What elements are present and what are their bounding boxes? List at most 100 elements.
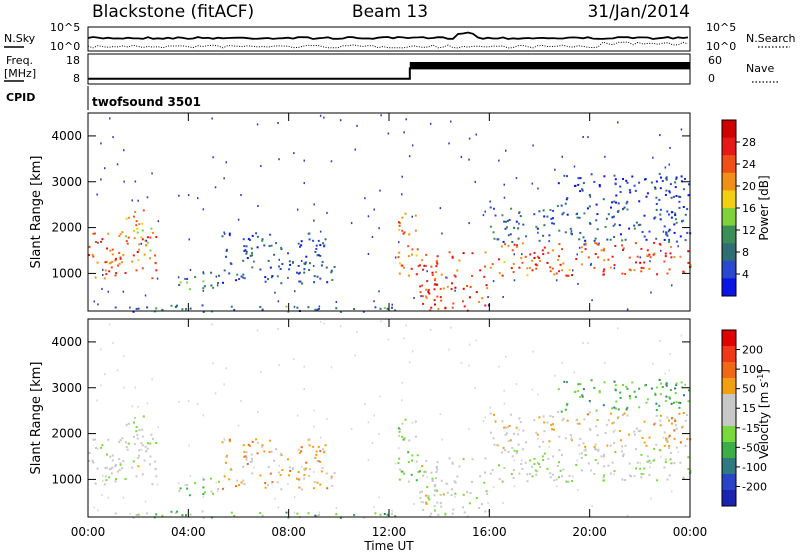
- power-cell: [245, 252, 248, 255]
- power-cell: [625, 202, 628, 205]
- velocity-cell: [525, 441, 528, 444]
- power-cell: [245, 250, 248, 253]
- power-cell: [671, 284, 673, 287]
- power-cell: [469, 286, 472, 288]
- velocity-cell: [100, 348, 102, 351]
- velocity-cell: [141, 428, 144, 431]
- power-cell: [580, 246, 583, 249]
- velocity-cell: [122, 460, 125, 463]
- velocity-cell: [316, 460, 319, 463]
- power-cell: [669, 246, 672, 248]
- velocity-cell: [565, 404, 568, 407]
- x-tick-label: 20:00: [572, 525, 607, 539]
- velocity-cell: [562, 417, 565, 420]
- power-cell: [125, 240, 128, 243]
- velocity-cell: [648, 473, 651, 476]
- power-cell: [313, 203, 315, 206]
- power-cell: [633, 269, 636, 272]
- power-cell: [308, 232, 311, 235]
- velocity-cell: [610, 412, 612, 415]
- power-cell: [515, 220, 518, 223]
- power-cell: [552, 249, 555, 252]
- velocity-cell: [687, 467, 690, 470]
- power-cell: [93, 300, 95, 303]
- velocity-cell: [253, 466, 255, 469]
- power-cell: [155, 269, 158, 272]
- velocity-colorbar-label: -50: [742, 441, 760, 454]
- power-cell: [296, 208, 299, 211]
- power-cell: [598, 185, 601, 188]
- velocity-cell: [556, 485, 558, 488]
- velocity-cell: [275, 448, 278, 451]
- velocity-cell: [267, 465, 270, 468]
- velocity-cell: [607, 464, 610, 467]
- velocity-cell: [436, 461, 439, 464]
- power-cell: [610, 206, 612, 209]
- power-cell: [471, 274, 473, 277]
- power-colorbar-label: 20: [742, 180, 756, 193]
- power-cell: [619, 191, 622, 193]
- power-cell: [403, 131, 405, 134]
- power-cell: [230, 305, 233, 308]
- velocity-cell: [423, 470, 426, 473]
- velocity-cell: [660, 455, 662, 458]
- velocity-cell: [653, 423, 656, 426]
- power-cell: [489, 266, 492, 269]
- velocity-cell: [367, 421, 370, 424]
- velocity-cell: [403, 437, 406, 440]
- power-cell: [104, 269, 107, 272]
- power-cell: [118, 252, 121, 254]
- velocity-cell: [663, 431, 666, 434]
- power-cell: [433, 288, 436, 291]
- power-cell: [609, 238, 612, 241]
- velocity-cell: [420, 501, 422, 504]
- power-cell: [538, 210, 541, 213]
- power-cell: [127, 216, 130, 219]
- power-cell: [666, 234, 669, 237]
- velocity-cell: [422, 508, 425, 511]
- velocity-cell: [106, 453, 108, 456]
- power-cell: [448, 251, 451, 254]
- power-cell: [324, 238, 327, 241]
- power-cell: [659, 187, 662, 190]
- power-cell: [391, 306, 393, 309]
- power-cell: [481, 297, 484, 300]
- power-cell: [642, 267, 645, 270]
- velocity-cell: [588, 400, 591, 402]
- velocity-cell: [441, 438, 443, 441]
- velocity-cell: [421, 490, 424, 493]
- velocity-cell: [653, 447, 656, 450]
- power-cell: [181, 308, 184, 311]
- velocity-cell: [688, 389, 690, 392]
- velocity-cell: [218, 480, 220, 483]
- velocity-cell: [131, 405, 133, 408]
- freq-unit-label: [MHz]: [4, 67, 36, 80]
- velocity-ytick-label: 1000: [51, 472, 82, 486]
- power-cell: [141, 222, 144, 225]
- power-cell: [415, 254, 418, 257]
- velocity-cell: [127, 422, 130, 425]
- power-cell: [581, 189, 584, 192]
- velocity-cell: [581, 394, 584, 397]
- velocity-cell: [296, 512, 299, 515]
- velocity-cell: [300, 466, 303, 468]
- velocity-cell: [446, 482, 449, 485]
- power-cell: [539, 260, 542, 262]
- velocity-cell: [628, 474, 631, 477]
- power-cell: [115, 272, 118, 275]
- power-cell: [96, 261, 99, 264]
- velocity-cell: [556, 411, 559, 413]
- power-cell: [596, 228, 599, 231]
- velocity-cell: [111, 454, 114, 457]
- noise-search-line: [87, 41, 689, 49]
- velocity-cell: [398, 430, 401, 433]
- velocity-cell: [604, 432, 607, 434]
- velocity-cell: [430, 512, 433, 515]
- power-cell: [140, 236, 143, 239]
- power-cell: [577, 183, 580, 186]
- power-cell: [682, 219, 685, 222]
- velocity-cell: [141, 444, 144, 447]
- velocity-cell: [394, 462, 397, 465]
- power-ytick-label: 4000: [51, 129, 82, 143]
- velocity-cell: [133, 443, 136, 446]
